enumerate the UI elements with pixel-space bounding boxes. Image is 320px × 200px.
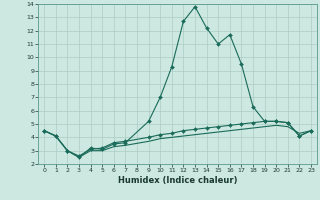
- X-axis label: Humidex (Indice chaleur): Humidex (Indice chaleur): [118, 176, 237, 185]
